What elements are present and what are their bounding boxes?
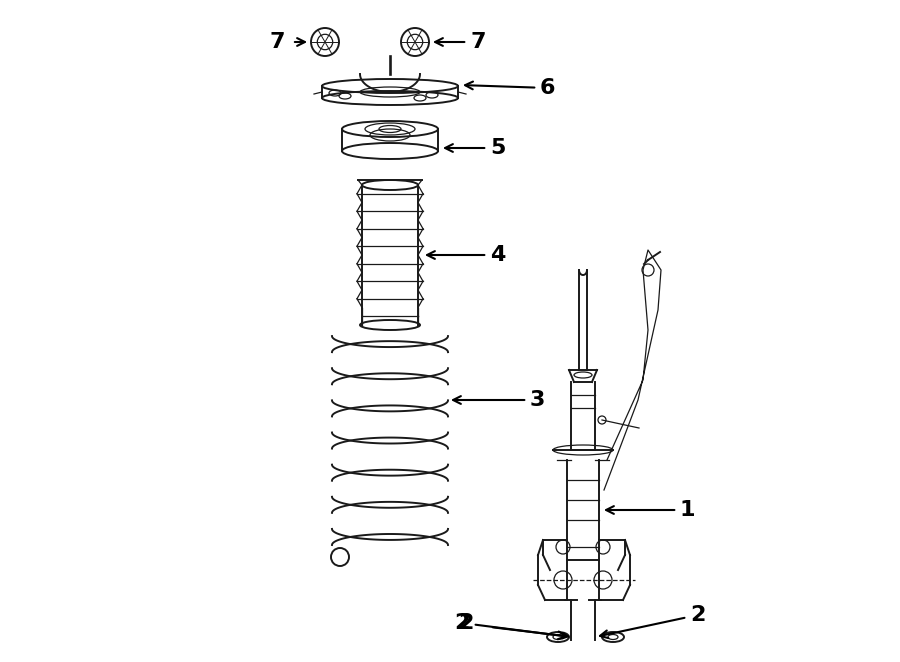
Text: 1: 1 bbox=[606, 500, 696, 520]
Text: 3: 3 bbox=[453, 390, 545, 410]
Text: 2: 2 bbox=[459, 613, 474, 633]
Text: 2: 2 bbox=[600, 605, 706, 638]
Text: 2: 2 bbox=[454, 613, 566, 639]
Text: 4: 4 bbox=[428, 245, 506, 265]
Text: 6: 6 bbox=[465, 78, 555, 98]
Text: 7: 7 bbox=[435, 32, 485, 52]
Text: 5: 5 bbox=[446, 138, 506, 158]
Text: 7: 7 bbox=[269, 32, 285, 52]
